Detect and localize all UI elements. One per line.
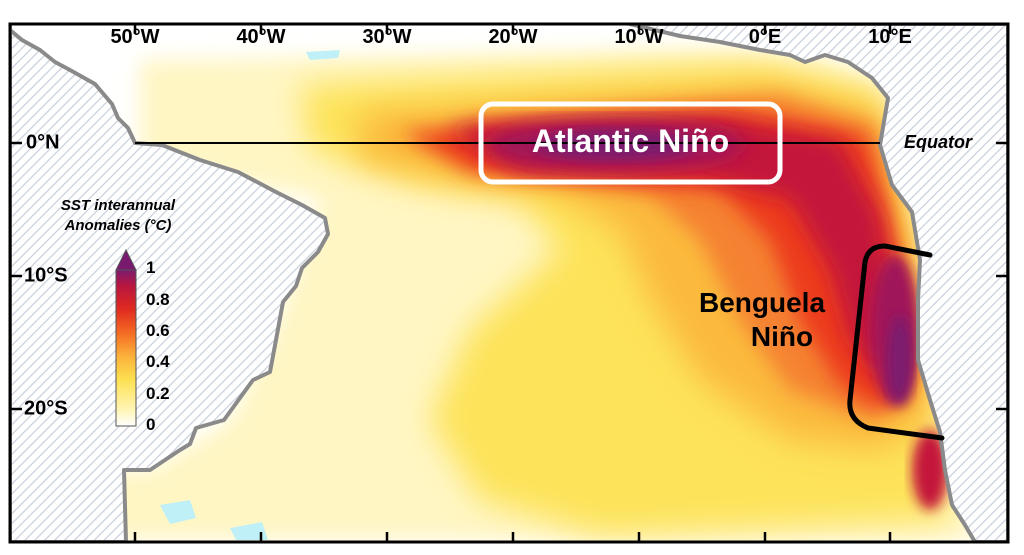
sst-anomaly-field	[40, 50, 975, 540]
atlantic-nino-label: Atlantic Niño	[531, 123, 730, 159]
benguela-nino-label: Benguela Niño	[692, 286, 832, 354]
lon-label-10w: 10°W	[614, 26, 664, 48]
lon-label-40w: 40°W	[236, 26, 286, 48]
atlantic-nino-box	[478, 101, 783, 185]
colorbar-bar	[115, 269, 137, 427]
lat-label-0n: 0°N	[26, 131, 60, 154]
south-america-land	[10, 24, 330, 542]
benguela-label-line2: Niño	[750, 321, 814, 352]
colorbar-title-line1: SST interannual	[60, 197, 176, 214]
colorbar-tick-0-4: 0.4	[146, 352, 170, 371]
colorbar-tick-0-2: 0.2	[146, 384, 170, 403]
equator-label: Equator	[904, 132, 973, 152]
map-body	[10, 24, 1008, 542]
lon-label-0e: 0°E	[748, 26, 782, 48]
colorbar	[115, 248, 137, 427]
lon-label-20w: 20°W	[488, 26, 538, 48]
lat-label-10s: 10°S	[24, 264, 68, 287]
lon-label-50w: 50°W	[110, 26, 160, 48]
colorbar-title: SST interannual Anomalies (°C)	[28, 196, 208, 236]
lon-label-10e: 10°E	[868, 26, 912, 48]
colorbar-tick-1: 1	[146, 258, 156, 277]
colorbar-tick-0-8: 0.8	[146, 290, 170, 309]
axis-ticks	[10, 24, 1008, 542]
benguela-label-line1: Benguela	[698, 287, 826, 318]
colorbar-tick-0: 0	[146, 415, 156, 434]
colorbar-arrow	[115, 248, 137, 271]
map-frame	[8, 22, 1010, 544]
lat-label-20s: 20°S	[24, 397, 68, 420]
africa-land	[628, 24, 1008, 542]
colorbar-tick-0-6: 0.6	[146, 321, 170, 340]
colorbar-title-line2: Anomalies (°C)	[64, 217, 172, 234]
benguela-nino-box	[847, 243, 945, 441]
lon-label-30w: 30°W	[362, 26, 412, 48]
